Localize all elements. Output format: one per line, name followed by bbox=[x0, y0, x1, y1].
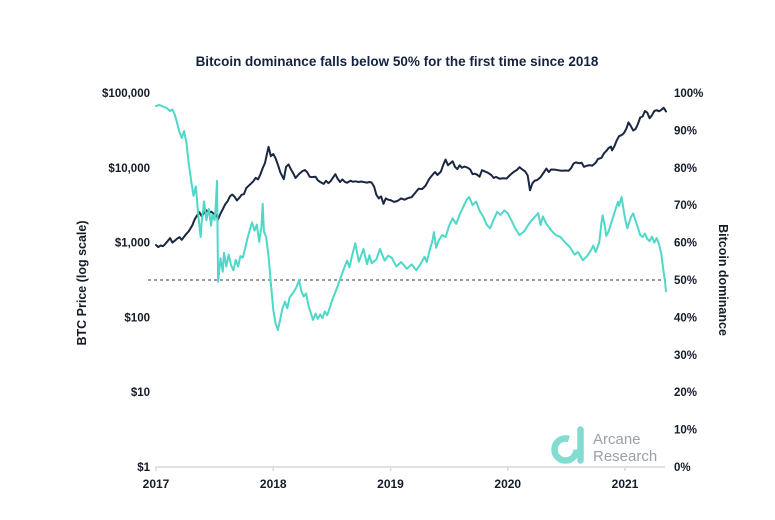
logo-a-mark-icon bbox=[551, 435, 580, 464]
logo-text-line2: Research bbox=[593, 448, 657, 465]
y-right-tick-label: 80% bbox=[674, 163, 697, 175]
y-right-tick-label: 0% bbox=[674, 462, 691, 474]
x-tick-label: 2021 bbox=[612, 477, 639, 491]
y-right-tick-label: 100% bbox=[674, 88, 703, 100]
y-right-tick-label: 90% bbox=[674, 125, 697, 137]
y-left-tick-label: $1,000 bbox=[115, 238, 150, 250]
btc-price-line bbox=[155, 106, 667, 249]
y-right-tick-label: 10% bbox=[674, 425, 697, 437]
arcane-research-logo: Arcane Research bbox=[551, 426, 657, 465]
logo-text-line1: Arcane bbox=[593, 431, 641, 448]
y-right-tick-label: 30% bbox=[674, 350, 697, 362]
right-axis-title: Bitcoin dominance bbox=[716, 224, 730, 336]
y-right-tick-label: 60% bbox=[674, 238, 697, 250]
y-left-tick-label: $1 bbox=[137, 462, 150, 474]
chart-title: Bitcoin dominance falls below 50% for th… bbox=[196, 54, 599, 69]
y-left-tick-label: $10,000 bbox=[108, 163, 150, 175]
y-left-tick-label: $100,000 bbox=[102, 88, 150, 100]
y-right-tick-label: 40% bbox=[674, 312, 697, 324]
x-tick-label: 2020 bbox=[494, 477, 521, 491]
left-axis-title: BTC Price (log scale) bbox=[75, 220, 89, 345]
x-tick-label: 2017 bbox=[143, 477, 170, 491]
y-left-tick-label: $100 bbox=[124, 312, 150, 324]
x-tick-label: 2018 bbox=[260, 477, 287, 491]
dominance-line bbox=[155, 104, 667, 332]
y-right-tick-label: 70% bbox=[674, 200, 697, 212]
x-tick-label: 2019 bbox=[377, 477, 404, 491]
y-right-tick-label: 50% bbox=[674, 275, 697, 287]
y-right-tick-label: 20% bbox=[674, 387, 697, 399]
y-left-tick-label: $10 bbox=[131, 387, 150, 399]
